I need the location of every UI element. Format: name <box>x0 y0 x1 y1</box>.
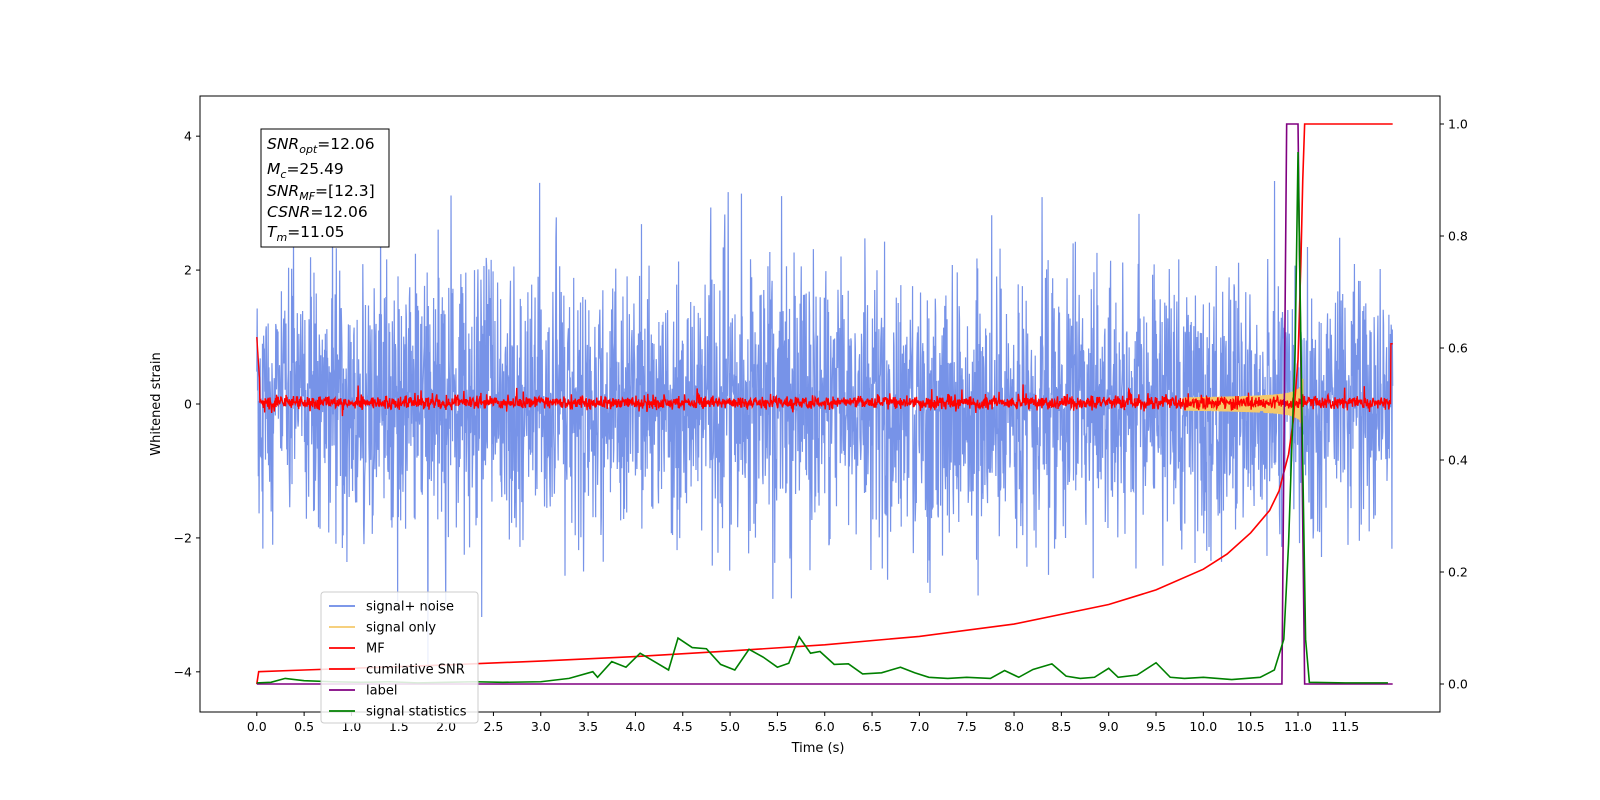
x-tick-label: 7.5 <box>957 719 977 734</box>
y-right-tick-label: 0.0 <box>1448 677 1468 692</box>
x-tick-label: 3.5 <box>578 719 598 734</box>
annotation-snr-mf: SNRMF=[12.3] <box>267 182 375 203</box>
y-right-tick-label: 0.4 <box>1448 453 1468 468</box>
y-left-tick-label: 0 <box>184 397 192 412</box>
x-tick-label: 6.0 <box>815 719 835 734</box>
legend-frame <box>320 591 479 724</box>
annotation-snr-opt: SNRopt=12.06 <box>267 135 375 156</box>
annotation-box: SNRopt=12.06 Mc=25.49 SNRMF=[12.3] CSNR=… <box>260 128 390 248</box>
x-tick-label: 10.0 <box>1189 719 1217 734</box>
x-tick-label: 6.5 <box>862 719 882 734</box>
legend-label-signal-noise: signal+ noise <box>366 600 454 615</box>
legend: signal+ noise signal only MF cumilative SNR… <box>320 591 479 724</box>
series-signal-noise <box>256 181 1394 672</box>
x-tick-label: 4.0 <box>625 719 645 734</box>
series-mf <box>256 336 1393 417</box>
y-axis-right-ticks: 0.0 0.2 0.4 0.6 0.8 1.0 <box>1440 117 1468 692</box>
x-tick-label: 0.0 <box>247 719 267 734</box>
legend-label-label: label <box>366 684 397 699</box>
y-axis-label: Whitened strain <box>149 352 164 455</box>
legend-label-signal-statistics: signal statistics <box>366 705 467 720</box>
x-axis-label: Time (s) <box>791 741 845 756</box>
x-tick-label: 5.0 <box>720 719 740 734</box>
y-right-tick-label: 0.6 <box>1448 341 1468 356</box>
x-tick-label: 4.5 <box>673 719 693 734</box>
y-right-tick-label: 0.2 <box>1448 565 1468 580</box>
x-tick-label: 11.0 <box>1284 719 1312 734</box>
x-tick-label: 10.5 <box>1237 719 1265 734</box>
annotation-csnr: CSNR=12.06 <box>267 203 368 221</box>
legend-label-signal-only: signal only <box>366 621 436 636</box>
x-tick-label: 8.0 <box>1004 719 1024 734</box>
legend-label-cumilative-snr: cumilative SNR <box>366 663 465 678</box>
x-tick-label: 2.5 <box>483 719 503 734</box>
x-axis-ticks: 0.0 0.5 1.0 1.5 2.0 2.5 3.0 3.5 4.0 4.5 5.0 5.5 6.0 6… <box>247 712 1359 734</box>
y-left-tick-label: −2 <box>174 530 192 545</box>
y-left-tick-label: −4 <box>174 664 192 679</box>
series-label <box>256 123 1393 685</box>
legend-label-mf: MF <box>366 642 385 657</box>
y-right-tick-label: 0.8 <box>1448 229 1468 244</box>
series-signal-statistics <box>256 151 1388 684</box>
x-tick-label: 0.5 <box>294 719 314 734</box>
x-tick-label: 3.0 <box>531 719 551 734</box>
x-tick-label: 8.5 <box>1051 719 1071 734</box>
y-left-tick-label: 2 <box>184 263 192 278</box>
x-tick-label: 11.5 <box>1331 719 1359 734</box>
annotation-mc: Mc=25.49 <box>267 160 344 181</box>
x-tick-label: 9.5 <box>1146 719 1166 734</box>
x-tick-label: 9.0 <box>1099 719 1119 734</box>
annotation-tm: Tm=11.05 <box>267 223 345 244</box>
y-axis-left-ticks: −4 −2 0 2 4 <box>174 129 200 679</box>
x-tick-label: 5.5 <box>767 719 787 734</box>
y-right-tick-label: 1.0 <box>1448 117 1468 132</box>
x-tick-label: 7.0 <box>909 719 929 734</box>
y-left-tick-label: 4 <box>184 129 192 144</box>
